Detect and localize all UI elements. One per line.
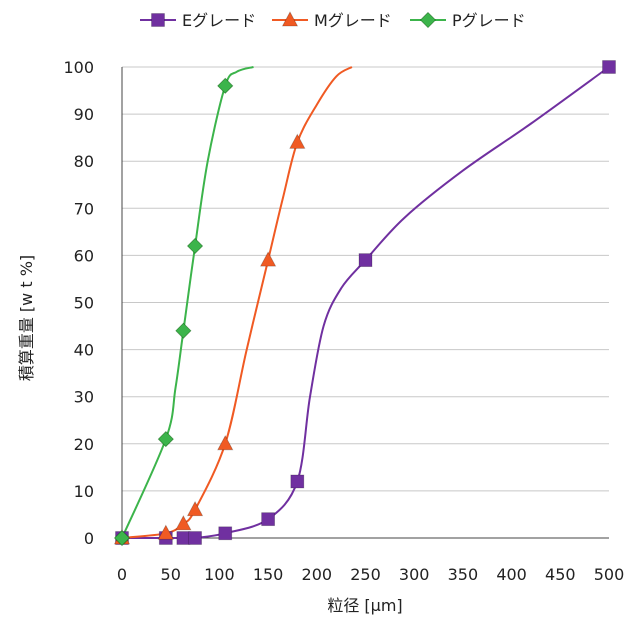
x-tick-label: 50 bbox=[161, 565, 181, 584]
data-point bbox=[175, 322, 192, 339]
legend-label: Eグレード bbox=[182, 11, 256, 30]
y-tick-label: 70 bbox=[74, 199, 94, 218]
data-point bbox=[261, 512, 276, 527]
x-tick-label: 400 bbox=[496, 565, 527, 584]
legend-label: Mグレード bbox=[314, 11, 392, 30]
x-tick-label: 0 bbox=[117, 565, 127, 584]
y-tick-label: 60 bbox=[74, 246, 94, 265]
data-point bbox=[157, 524, 174, 540]
data-point bbox=[176, 531, 191, 545]
y-tick-label: 50 bbox=[74, 294, 94, 313]
x-tick-label: 100 bbox=[204, 565, 235, 584]
grid-lines bbox=[122, 66, 609, 492]
x-tick-label: 150 bbox=[253, 565, 284, 584]
legend-marker bbox=[151, 13, 165, 27]
series-markers bbox=[113, 60, 616, 547]
data-point bbox=[218, 526, 233, 541]
data-point bbox=[358, 253, 373, 268]
legend-marker bbox=[281, 11, 299, 27]
y-axis-label: 積算重量 [w t %] bbox=[17, 255, 36, 381]
legend-item: Mグレード bbox=[272, 11, 392, 30]
y-tick-label: 10 bbox=[74, 482, 94, 501]
x-tick-label: 500 bbox=[594, 565, 625, 584]
data-point bbox=[259, 251, 277, 267]
data-point bbox=[186, 500, 204, 517]
x-tick-label: 350 bbox=[448, 565, 479, 584]
x-tick-label: 300 bbox=[399, 565, 430, 584]
y-tick-labels: 0 10 20 30 40 50 60 70 80 90 100 bbox=[63, 58, 94, 548]
x-axis-label: 粒径 [μm] bbox=[327, 596, 402, 615]
y-tick-label: 100 bbox=[63, 58, 94, 77]
legend-marker bbox=[419, 11, 437, 29]
legend-label: Pグレード bbox=[452, 11, 526, 30]
legend-item: Eグレード bbox=[140, 11, 256, 30]
y-tick-label: 30 bbox=[74, 388, 94, 407]
y-tick-label: 0 bbox=[84, 529, 94, 548]
y-tick-label: 80 bbox=[74, 152, 94, 171]
y-tick-label: 40 bbox=[74, 341, 94, 360]
data-point bbox=[290, 474, 305, 489]
y-tick-label: 90 bbox=[74, 105, 94, 124]
data-point bbox=[602, 60, 616, 74]
legend: Eグレード Mグレード Pグレード bbox=[140, 11, 526, 30]
data-point bbox=[186, 237, 204, 255]
x-tick-label: 450 bbox=[545, 565, 576, 584]
x-tick-label: 250 bbox=[350, 565, 381, 584]
data-point bbox=[175, 515, 192, 531]
data-point bbox=[157, 431, 174, 448]
legend-item: Pグレード bbox=[410, 11, 526, 30]
data-point bbox=[113, 529, 131, 547]
data-point bbox=[188, 531, 202, 545]
data-point bbox=[289, 133, 306, 149]
data-point bbox=[217, 434, 234, 451]
x-tick-labels: 0 50 100 150 200 250 300 350 400 450 500 bbox=[117, 565, 624, 584]
data-point bbox=[217, 77, 234, 94]
y-tick-label: 20 bbox=[74, 435, 94, 454]
x-tick-label: 200 bbox=[302, 565, 333, 584]
